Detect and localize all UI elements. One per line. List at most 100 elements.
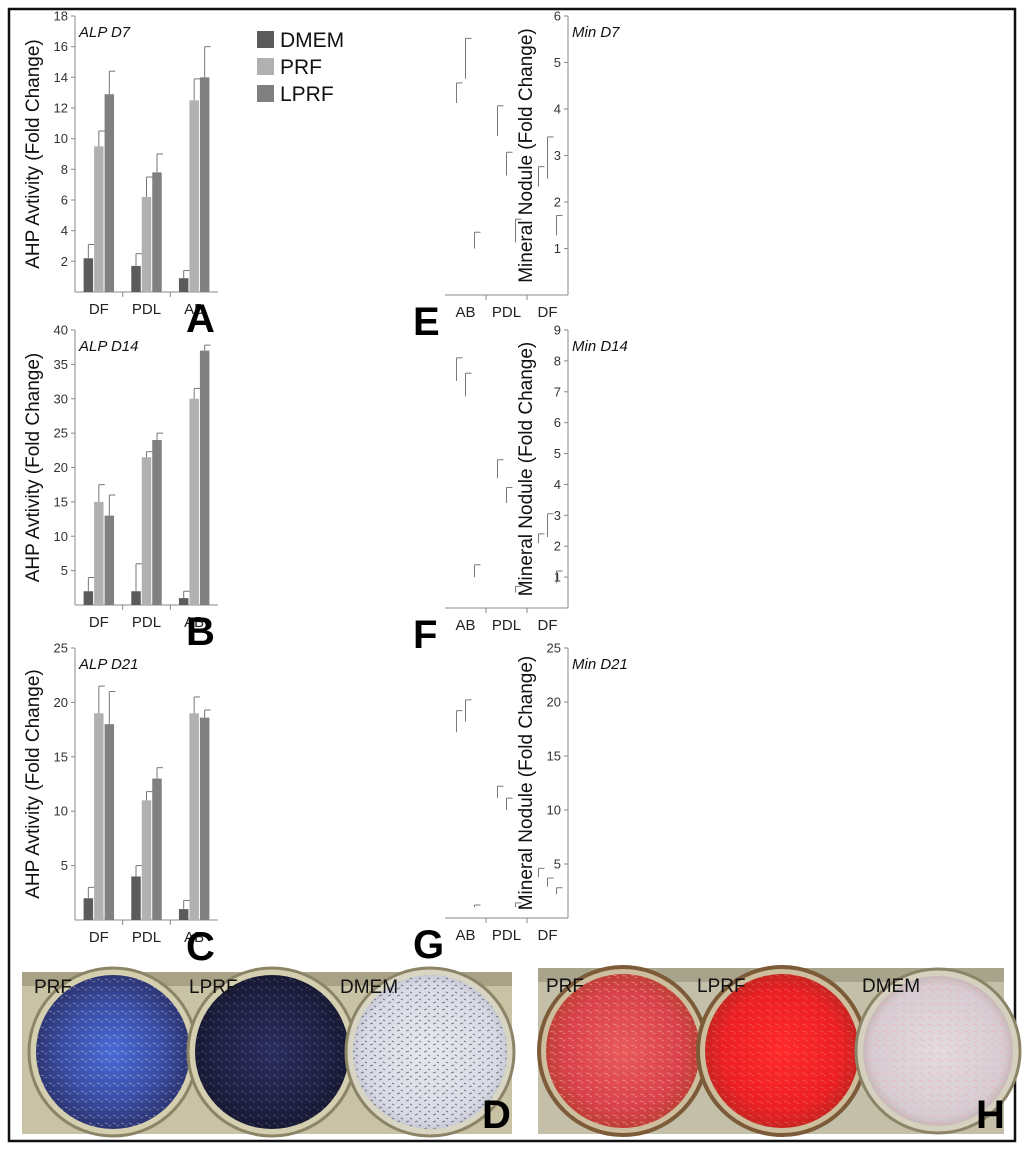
panel-b-bar-lprf-pdl [152,440,162,605]
panel-b-ytick-label: 20 [54,460,68,475]
panel-b-ytick-label: 15 [54,494,68,509]
panel-f-ytick-label: 3 [554,508,561,523]
panel-g-ytick-label: 25 [547,641,561,656]
panel-a-ytick-label: 2 [61,254,68,269]
panel-c-ytick-label: 5 [61,858,68,873]
panel-c-bar-lprf-pdl [152,778,162,920]
panel-c-letter: C [186,925,215,969]
panel-b-bar-prf-ab [189,398,199,605]
panel-b-ytick-label: 40 [54,323,68,338]
legend-swatch-dmem [257,31,274,48]
panel-c-bar-prf-pdl [141,800,152,920]
panel-f-ytick-label: 8 [554,353,561,368]
panel-a-bar-prf-ab [189,100,199,292]
panel-b-ytick-label: 30 [54,391,68,406]
panel-a-ytick-label: 10 [54,131,68,146]
panel-a-bar-dmem-pdl [131,265,141,292]
panel-b-bar-lprf-df [104,515,115,605]
panel-g-category-label: PDL [492,927,521,944]
panel-f: 1 2 3 4 5 6 7 8 9 DF PDL AB Min D14 Mineral Nodule (F… [413,323,628,658]
panel-e-ytick-label: 4 [554,102,561,117]
panel-b-bar-dmem-pdl [131,591,141,605]
panel-b-ytick-label: 25 [54,426,68,441]
panel-c-y-axis-label: AHP Avtivity (Fold Change) [23,669,44,899]
panel-e-ytick-label: 2 [554,195,561,210]
photo-h-label-lprf: LPRF [697,976,746,997]
panel-f-category-label: AB [455,617,475,634]
panel-a-y-axis-label: AHP Avtivity (Fold Change) [23,39,44,269]
panel-a-ytick-label: 12 [54,101,68,116]
panel-e-ytick-label: 1 [554,241,561,256]
photo-d-label-lprf: LPRF [189,977,238,998]
panel-c-ytick-label: 20 [54,695,68,710]
panel-f-y-axis-label: Mineral Nodule (Fold Change) [516,342,537,597]
panel-b-letter: B [186,610,215,654]
well-h-lprf-texture [705,974,859,1128]
panel-g-ytick-label: 20 [547,695,561,710]
panel-c-bar-dmem-ab [178,909,189,920]
panel-a-bar-prf-df [94,146,104,292]
panel-b-category-label: AB [184,614,204,631]
panel-e-y-axis-label: Mineral Nodule (Fold Change) [516,28,537,283]
well-d-lprf-texture [195,975,349,1129]
legend-swatch-lprf [257,85,274,102]
panel-e-letter: E [413,300,440,344]
panel-a-ytick-label: 6 [61,193,68,208]
panel-e-ytick-label: 5 [554,55,561,70]
panel-f-ytick-label: 1 [554,570,561,585]
panel-e-category-label: DF [538,304,558,321]
panel-f-ytick-label: 2 [554,539,561,554]
panel-a-category-label: AB [184,301,204,318]
panel-g-category-label: DF [538,927,558,944]
panel-a-bar-dmem-ab [178,278,189,292]
panel-a-category-label: DF [89,301,109,318]
photo-panel-h: PRF LPRF DMEM H [537,965,1022,1137]
panel-c-bar-dmem-df [83,898,94,920]
photo-h-label-prf: PRF [546,976,584,997]
panel-c-bar-prf-df [94,713,104,920]
legend-label-prf: PRF [280,56,322,79]
panel-f-title: Min D14 [572,338,628,355]
panel-a-title: ALP D7 [78,24,131,41]
legend: DMEM PRF LPRF [257,29,344,106]
photo-panel-d: PRF LPRF DMEM D [22,966,516,1138]
panel-f-ytick-label: 4 [554,477,561,492]
panel-b-bar-lprf-ab [199,350,210,605]
panel-a-bar-lprf-ab [199,77,210,292]
panel-a-ytick-label: 4 [61,223,68,238]
panel-g-y-axis-label: Mineral Nodule (Fold Change) [516,656,537,911]
panel-f-ytick-label: 7 [554,384,561,399]
panel-g-ytick-label: 10 [547,803,561,818]
panel-b: 5 10 15 20 25 30 35 40 DF PDL AB ALP D14 AHP Avtivit… [23,323,218,654]
panel-b-ytick-label: 10 [54,529,68,544]
panel-g-letter: G [413,923,444,967]
panel-b-bar-dmem-df [83,591,94,605]
panel-b-bar-prf-pdl [141,457,152,605]
panel-e: 1 2 3 4 5 6 DF PDL AB Min D7 Mineral Nodule (Fold … [413,9,620,345]
photo-d-label-prf: PRF [34,977,72,998]
figure-frame [7,7,1017,1143]
panel-f-category-label: DF [538,617,558,634]
panel-f-category-label: PDL [492,617,521,634]
panel-b-y-axis-label: AHP Avtivity (Fold Change) [23,353,44,583]
panel-c-ytick-label: 10 [54,804,68,819]
well-d-prf-texture [36,975,190,1129]
panel-b-ytick-label: 5 [61,563,68,578]
panel-g-ytick-label: 15 [547,749,561,764]
panel-b-category-label: PDL [132,614,161,631]
panel-a-bar-prf-pdl [141,196,152,292]
panel-a-bar-lprf-df [104,94,115,292]
panel-b-title: ALP D14 [78,338,138,355]
panel-f-ytick-label: 6 [554,415,561,430]
panel-b-ytick-label: 35 [54,357,68,372]
panel-a-bar-lprf-pdl [152,172,162,292]
panel-c-category-label: AB [184,929,204,946]
panel-g-category-label: AB [455,927,475,944]
panel-a: 2 4 6 8 10 12 14 16 18 DF PDL AB ALP D7 AHP Avtivity … [23,9,218,341]
panel-g: 5 10 15 20 25 DF PDL AB Min D21 Mineral Nodule (F… [413,641,628,968]
panel-e-category-label: AB [455,304,475,321]
panel-c-category-label: DF [89,929,109,946]
panel-c-bar-lprf-df [104,724,115,920]
panel-f-letter: F [413,613,437,657]
